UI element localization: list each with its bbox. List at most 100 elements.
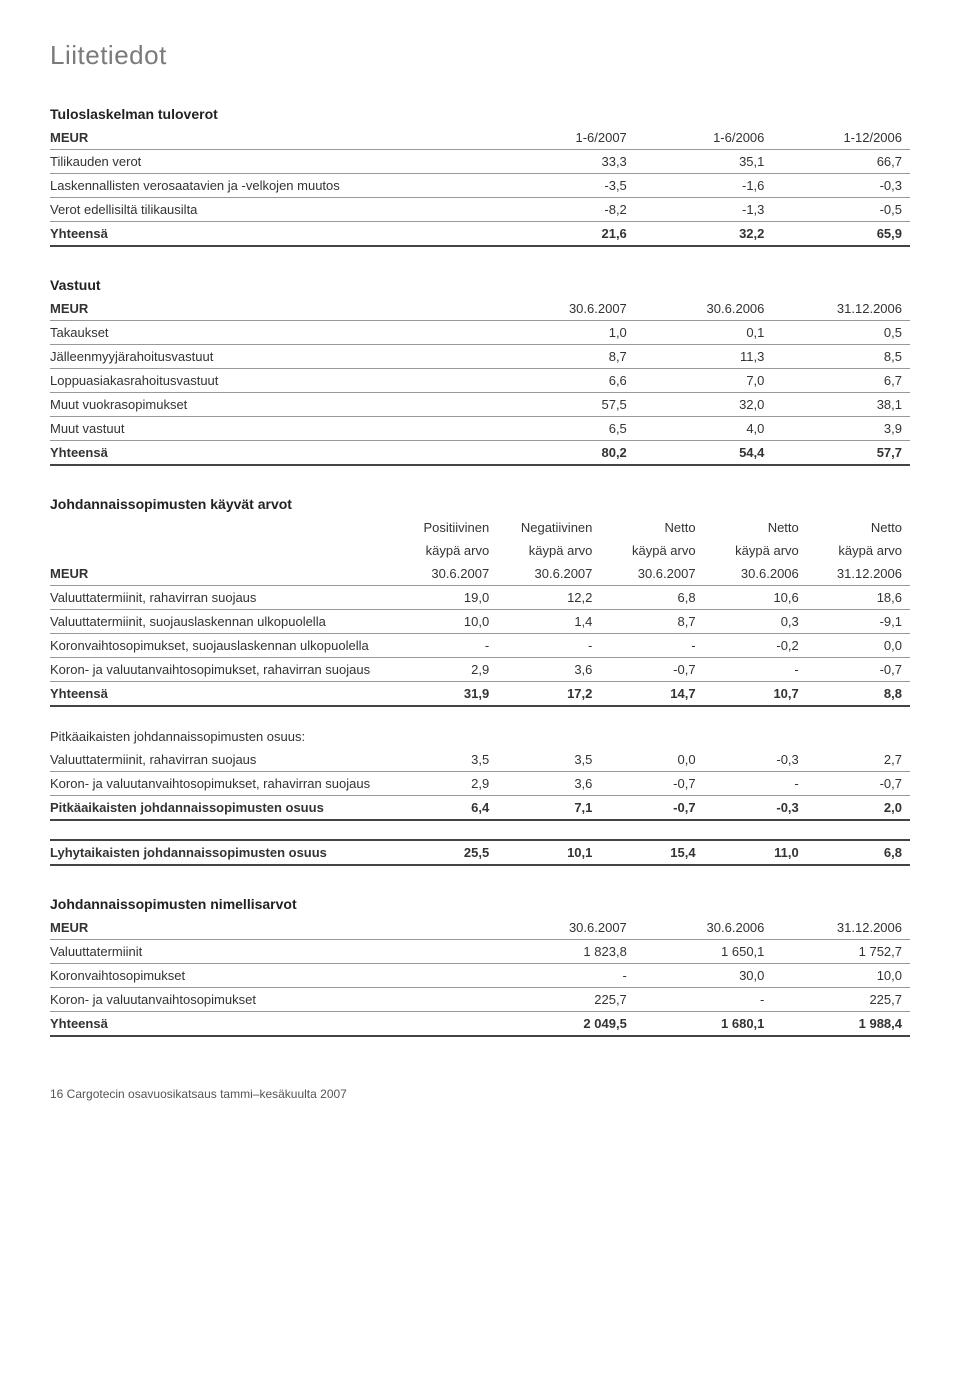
cell: 17,2 [497, 682, 600, 707]
cell: 3,6 [497, 772, 600, 796]
col-preheader: Netto [807, 516, 910, 539]
cell: 65,9 [772, 222, 910, 247]
row-label: Valuuttatermiinit [50, 940, 497, 964]
row-label: Koronvaihtosopimukset, suojauslaskennan … [50, 634, 394, 658]
col-preheader: Netto [600, 516, 703, 539]
cell: 80,2 [497, 441, 635, 466]
cell: 0,5 [772, 321, 910, 345]
derivatives-fair-table: Positiivinen Negatiivinen Netto Netto Ne… [50, 516, 910, 707]
meur-label: MEUR [50, 297, 497, 321]
cell: 2,0 [807, 796, 910, 821]
col-header: 30.6.2006 [635, 916, 773, 940]
cell: -0,3 [704, 748, 807, 772]
derivatives-short-table: Lyhytaikaisten johdannaissopimusten osuu… [50, 839, 910, 866]
col-header: 30.6.2007 [394, 562, 497, 586]
cell: 54,4 [635, 441, 773, 466]
cell: 10,0 [772, 964, 910, 988]
cell: 6,7 [772, 369, 910, 393]
cell: 2 049,5 [497, 1012, 635, 1037]
row-label: Loppuasiakasrahoitusvastuut [50, 369, 497, 393]
cell: 1 823,8 [497, 940, 635, 964]
cell: 33,3 [497, 150, 635, 174]
col-preheader: Netto [704, 516, 807, 539]
cell: 1,4 [497, 610, 600, 634]
cell: 10,1 [497, 840, 600, 865]
cell: 1 680,1 [635, 1012, 773, 1037]
cell: 31,9 [394, 682, 497, 707]
cell: -0,7 [807, 772, 910, 796]
total-label: Yhteensä [50, 441, 497, 466]
cell: 7,0 [635, 369, 773, 393]
long-total-label: Pitkäaikaisten johdannaissopimusten osuu… [50, 796, 394, 821]
cell: 1 752,7 [772, 940, 910, 964]
cell: - [394, 634, 497, 658]
col-header: 30.6.2007 [497, 562, 600, 586]
col-preheader: käypä arvo [704, 539, 807, 562]
col-header: 1-6/2006 [635, 126, 773, 150]
taxes-table: MEUR 1-6/2007 1-6/2006 1-12/2006 Tilikau… [50, 126, 910, 247]
col-header: 31.12.2006 [772, 916, 910, 940]
cell: 225,7 [497, 988, 635, 1012]
cell: - [704, 772, 807, 796]
cell: 6,6 [497, 369, 635, 393]
cell: 6,8 [600, 586, 703, 610]
row-label: Muut vastuut [50, 417, 497, 441]
cell: 11,0 [704, 840, 807, 865]
cell: - [600, 634, 703, 658]
cell: 25,5 [394, 840, 497, 865]
cell: 11,3 [635, 345, 773, 369]
cell: 57,5 [497, 393, 635, 417]
col-preheader: käypä arvo [497, 539, 600, 562]
short-total-label: Lyhytaikaisten johdannaissopimusten osuu… [50, 840, 394, 865]
cell: 10,0 [394, 610, 497, 634]
cell: -8,2 [497, 198, 635, 222]
meur-label: MEUR [50, 916, 497, 940]
cell: 19,0 [394, 586, 497, 610]
row-label: Koronvaihtosopimukset [50, 964, 497, 988]
cell: 3,9 [772, 417, 910, 441]
cell: 1,0 [497, 321, 635, 345]
page-footer: 16 Cargotecin osavuosikatsaus tammi–kesä… [50, 1087, 910, 1101]
cell: 3,5 [497, 748, 600, 772]
page-title: Liitetiedot [50, 40, 910, 71]
col-preheader: Positiivinen [394, 516, 497, 539]
col-header: 30.6.2006 [704, 562, 807, 586]
cell: - [497, 964, 635, 988]
cell: 38,1 [772, 393, 910, 417]
col-header: 30.6.2007 [600, 562, 703, 586]
cell: 7,1 [497, 796, 600, 821]
cell: 21,6 [497, 222, 635, 247]
row-label: Laskennallisten verosaatavien ja -velkoj… [50, 174, 497, 198]
cell: 1 650,1 [635, 940, 773, 964]
col-header: 31.12.2006 [772, 297, 910, 321]
cell: 8,7 [497, 345, 635, 369]
cell: 30,0 [635, 964, 773, 988]
col-header: 1-12/2006 [772, 126, 910, 150]
col-header: 31.12.2006 [807, 562, 910, 586]
cell: -0,7 [600, 658, 703, 682]
col-preheader: käypä arvo [807, 539, 910, 562]
cell: -0,7 [807, 658, 910, 682]
cell: 8,7 [600, 610, 703, 634]
cell: 0,1 [635, 321, 773, 345]
cell: - [704, 658, 807, 682]
cell: 225,7 [772, 988, 910, 1012]
col-preheader: käypä arvo [394, 539, 497, 562]
cell: 32,0 [635, 393, 773, 417]
meur-label: MEUR [50, 562, 394, 586]
total-label: Yhteensä [50, 682, 394, 707]
cell: -0,7 [600, 772, 703, 796]
cell: - [635, 988, 773, 1012]
row-label: Tilikauden verot [50, 150, 497, 174]
row-label: Koron- ja valuutanvaihtosopimukset, raha… [50, 772, 394, 796]
liabilities-heading: Vastuut [50, 277, 910, 293]
row-label: Muut vuokrasopimukset [50, 393, 497, 417]
cell: -1,6 [635, 174, 773, 198]
cell: 3,5 [394, 748, 497, 772]
cell: 2,9 [394, 658, 497, 682]
cell: 18,6 [807, 586, 910, 610]
total-label: Yhteensä [50, 222, 497, 247]
cell: 6,5 [497, 417, 635, 441]
cell: 1 988,4 [772, 1012, 910, 1037]
cell: -1,3 [635, 198, 773, 222]
